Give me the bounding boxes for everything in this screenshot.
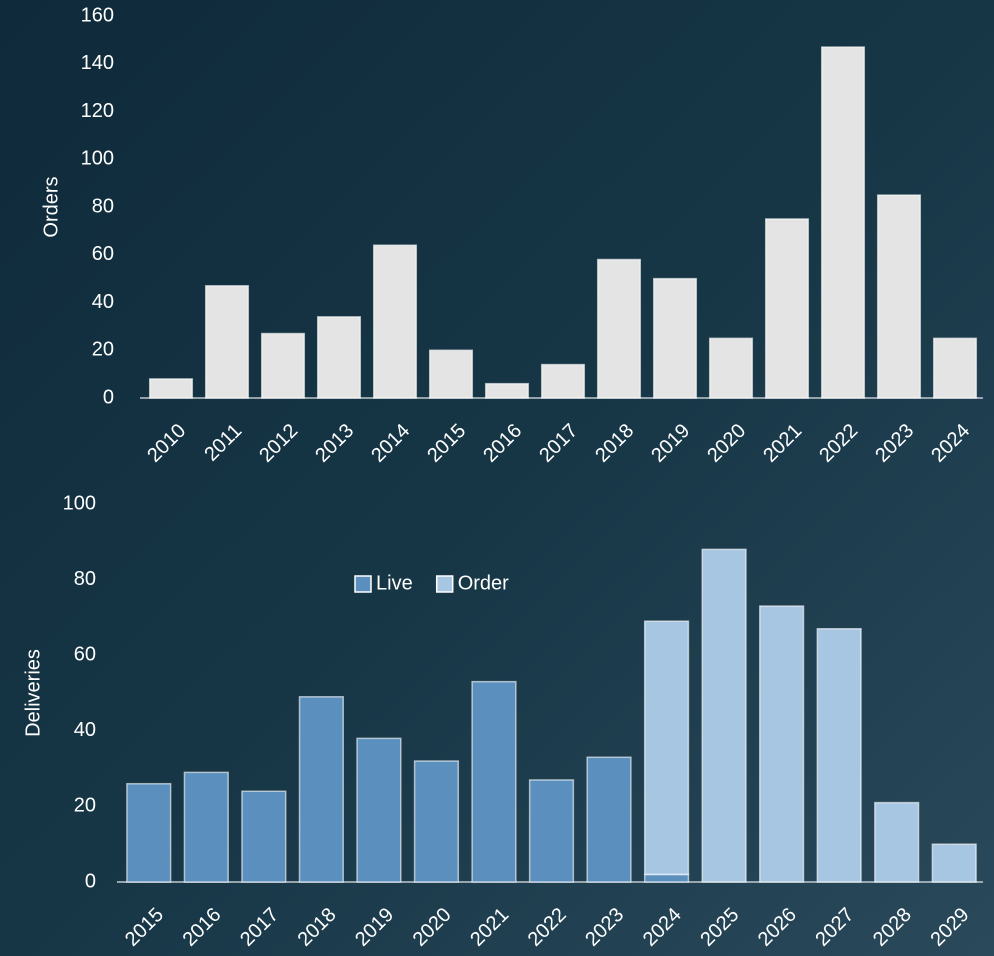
legend-swatch — [354, 575, 372, 593]
y-tick-label: 0 — [85, 870, 96, 892]
bar — [643, 873, 690, 883]
bar — [540, 363, 586, 399]
bar — [874, 801, 920, 883]
bar — [701, 548, 747, 883]
bar — [759, 605, 805, 883]
legend-swatch — [435, 575, 454, 593]
y-axis-label: Orders — [40, 176, 62, 237]
bar — [586, 756, 632, 883]
legend-label: Live — [376, 572, 413, 594]
y-tick-label: 20 — [92, 339, 114, 361]
bar — [356, 737, 402, 883]
y-tick-label: 60 — [74, 643, 96, 665]
y-tick-label: 140 — [81, 52, 114, 74]
bar — [241, 790, 287, 883]
bar — [652, 277, 698, 399]
bar — [126, 782, 172, 883]
bar — [298, 696, 344, 883]
y-tick-label: 80 — [74, 568, 96, 590]
y-tick-label: 120 — [81, 100, 114, 122]
bar — [931, 843, 977, 883]
bar — [528, 779, 575, 883]
y-axis-label: Deliveries — [22, 649, 44, 737]
bar — [932, 337, 978, 399]
y-tick-label: 100 — [81, 148, 114, 170]
bar — [820, 46, 866, 399]
bar — [764, 218, 810, 399]
bar — [316, 316, 362, 399]
y-tick-label: 80 — [92, 195, 114, 217]
bar — [372, 244, 418, 399]
y-tick-label: 0 — [103, 386, 114, 408]
bar — [484, 382, 530, 399]
y-tick-label: 40 — [92, 291, 114, 313]
bar — [876, 194, 922, 399]
y-tick-label: 100 — [63, 492, 96, 514]
y-tick-label: 60 — [92, 243, 114, 265]
bar — [471, 680, 517, 883]
bar — [413, 760, 460, 883]
bar — [183, 771, 229, 883]
bar — [428, 349, 474, 399]
bar — [148, 378, 194, 399]
y-tick-label: 160 — [81, 4, 114, 26]
bar — [708, 337, 754, 399]
y-tick-label: 20 — [74, 795, 96, 817]
bar — [596, 258, 642, 399]
y-tick-label: 40 — [74, 719, 96, 741]
bar — [204, 285, 250, 399]
bar — [816, 627, 862, 883]
bar — [260, 332, 306, 399]
bar — [643, 620, 690, 876]
legend-label: Order — [458, 572, 509, 594]
